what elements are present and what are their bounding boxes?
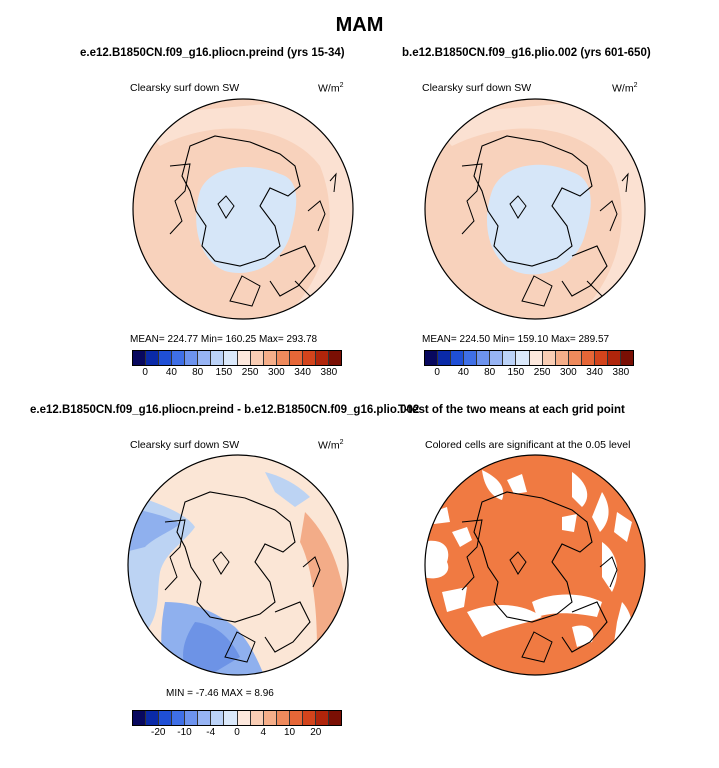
colorbar-swatch [211, 711, 225, 725]
colorbar-swatch [425, 351, 439, 365]
colorbar-swatch [529, 351, 543, 365]
colorbar-swatch [237, 351, 251, 365]
panel-1-units: W/m2 [318, 82, 344, 95]
colorbar-tick-label: 150 [507, 367, 525, 378]
colorbar-swatch [451, 351, 465, 365]
colorbar-swatch [185, 711, 199, 725]
colorbar-tick-label: 300 [560, 367, 577, 378]
panel-3-units: W/m2 [318, 439, 344, 452]
panel-4-subtitle: Colored cells are significant at the 0.0… [425, 439, 631, 451]
colorbar-swatch [198, 351, 212, 365]
colorbar-swatch [224, 711, 238, 725]
colorbar-swatch [263, 351, 277, 365]
colorbar-swatch [146, 351, 160, 365]
colorbar-swatch [490, 351, 504, 365]
panel-1-title: e.e12.B1850CN.f09_g16.pliocn.preind (yrs… [80, 47, 345, 59]
colorbar-tick-label: 4 [260, 727, 267, 738]
panel-2-subtitle: Clearsky surf down SW [422, 82, 532, 94]
panel-1-colorbar [132, 350, 342, 366]
colorbar-swatch [503, 351, 517, 365]
colorbar-swatch [328, 351, 341, 365]
panel-2-colorbar-ticks: 0 40 80 150 250 300 340 380 [424, 367, 634, 379]
colorbar-swatch [302, 711, 316, 725]
colorbar-swatch [198, 711, 212, 725]
panel-3-polar-map [127, 454, 349, 676]
colorbar-swatch [607, 351, 621, 365]
panel-1-polar-map [132, 98, 354, 320]
colorbar-swatch [315, 711, 329, 725]
colorbar-swatch [302, 351, 316, 365]
colorbar-tick-label: -4 [206, 727, 216, 738]
colorbar-tick-label: 340 [294, 367, 311, 378]
colorbar-tick-label: 80 [192, 367, 204, 378]
panel-2-title: b.e12.B1850CN.f09_g16.plio.002 (yrs 601-… [402, 47, 651, 59]
colorbar-tick-label: 20 [310, 727, 322, 738]
colorbar-swatch [276, 351, 290, 365]
colorbar-swatch [555, 351, 569, 365]
colorbar-tick-label: 0 [234, 727, 240, 738]
colorbar-tick-label: -10 [177, 727, 192, 738]
figure-title: MAM [335, 14, 384, 36]
colorbar-tick-label: 150 [215, 367, 233, 378]
colorbar-swatch [568, 351, 582, 365]
colorbar-swatch [477, 351, 491, 365]
panel-2-colorbar [424, 350, 634, 366]
panel-2-polar-map [424, 98, 646, 320]
colorbar-swatch [328, 711, 341, 725]
panel-3-title: e.e12.B1850CN.f09_g16.pliocn.preind - b.… [30, 404, 420, 416]
colorbar-swatch [464, 351, 478, 365]
colorbar-swatch [516, 351, 530, 365]
colorbar-tick-label: 380 [612, 367, 630, 378]
panel-1-stats: MEAN= 224.77 Min= 160.25 Max= 293.78 [130, 334, 318, 345]
panel-4-title: T-test of the two means at each grid poi… [398, 404, 625, 416]
colorbar-tick-label: 300 [268, 367, 285, 378]
colorbar-tick-label: 80 [484, 367, 496, 378]
colorbar-tick-label: 40 [457, 367, 469, 378]
colorbar-swatch [172, 351, 186, 365]
colorbar-swatch [159, 351, 173, 365]
colorbar-swatch [133, 711, 147, 725]
colorbar-swatch [315, 351, 329, 365]
colorbar-swatch [276, 711, 290, 725]
colorbar-swatch [620, 351, 633, 365]
panel-3-colorbar-ticks: -20 -10 -4 0 4 10 20 [132, 727, 342, 739]
colorbar-swatch [146, 711, 160, 725]
colorbar-tick-label: 250 [533, 367, 551, 378]
panel-2-units: W/m2 [612, 82, 638, 95]
colorbar-tick-label: 40 [165, 367, 177, 378]
colorbar-swatch [172, 711, 186, 725]
colorbar-tick-label: 380 [320, 367, 338, 378]
colorbar-tick-label: 340 [586, 367, 603, 378]
panel-3-subtitle: Clearsky surf down SW [130, 439, 240, 451]
colorbar-swatch [581, 351, 595, 365]
colorbar-swatch [289, 711, 303, 725]
colorbar-swatch [289, 351, 303, 365]
colorbar-tick-label: 0 [142, 367, 148, 378]
colorbar-swatch [133, 351, 147, 365]
colorbar-swatch [237, 711, 251, 725]
colorbar-swatch [185, 351, 199, 365]
colorbar-swatch [224, 351, 238, 365]
colorbar-swatch [438, 351, 452, 365]
panel-1-colorbar-ticks: 0 40 80 150 250 300 340 380 [132, 367, 342, 379]
panel-4-polar-map [424, 454, 646, 676]
colorbar-swatch [250, 711, 264, 725]
panel-1-subtitle: Clearsky surf down SW [130, 82, 240, 94]
colorbar-tick-label: 10 [283, 727, 296, 738]
colorbar-swatch [211, 351, 225, 365]
colorbar-tick-label: -20 [151, 727, 166, 738]
colorbar-swatch [250, 351, 264, 365]
panel-3-colorbar [132, 710, 342, 726]
colorbar-tick-label: 250 [241, 367, 259, 378]
panel-2-stats: MEAN= 224.50 Min= 159.10 Max= 289.57 [422, 334, 610, 345]
colorbar-swatch [159, 711, 173, 725]
panel-3-stats: MIN = -7.46 MAX = 8.96 [166, 688, 274, 699]
colorbar-tick-label: 0 [434, 367, 440, 378]
colorbar-swatch [263, 711, 277, 725]
colorbar-swatch [594, 351, 608, 365]
colorbar-swatch [542, 351, 556, 365]
